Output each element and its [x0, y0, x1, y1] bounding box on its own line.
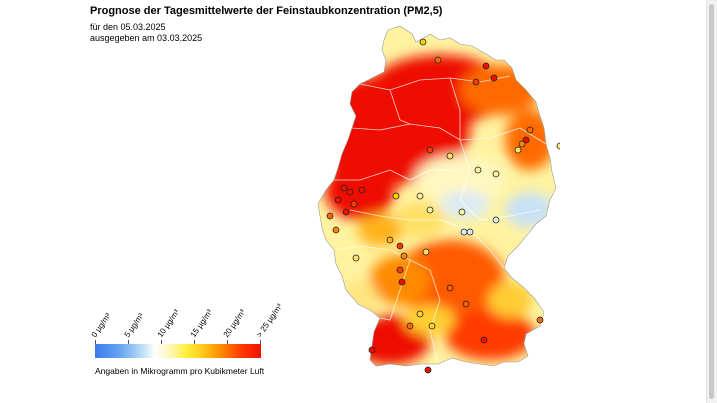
scrollbar-thumb[interactable]	[709, 4, 714, 399]
legend-tick	[260, 340, 261, 344]
legend-label-10: 10 µg/m³	[155, 307, 182, 339]
forecast-date: für den 05.03.2025	[90, 22, 166, 32]
legend-unit-note: Angaben in Mikrogramm pro Kubikmeter Luf…	[95, 366, 265, 376]
legend-tick	[95, 340, 96, 344]
station-markers	[326, 38, 560, 374]
map-title: Prognose der Tagesmittelwerte der Feinst…	[90, 5, 443, 17]
legend-tick	[128, 340, 129, 344]
color-legend: 0 µg/m³ 5 µg/m³ 10 µg/m³ 15 µg/m³ 20 µg/…	[90, 300, 295, 380]
issue-date: ausgegeben am 03.03.2025	[90, 33, 203, 43]
germany-pm25-map	[317, 25, 560, 374]
state-borders	[334, 75, 547, 365]
legend-color-bar	[95, 344, 261, 358]
pm25-field	[318, 26, 556, 366]
legend-label-20: 20 µg/m³	[221, 307, 248, 339]
legend-label-0: 0 µg/m³	[89, 311, 113, 339]
legend-tick	[227, 340, 228, 344]
vertical-scrollbar[interactable]	[706, 0, 717, 403]
legend-label-25plus: > 25 µg/m³	[254, 302, 285, 339]
legend-tick	[161, 340, 162, 344]
legend-tick	[194, 340, 195, 344]
legend-label-5: 5 µg/m³	[122, 311, 146, 339]
legend-label-15: 15 µg/m³	[188, 307, 215, 339]
